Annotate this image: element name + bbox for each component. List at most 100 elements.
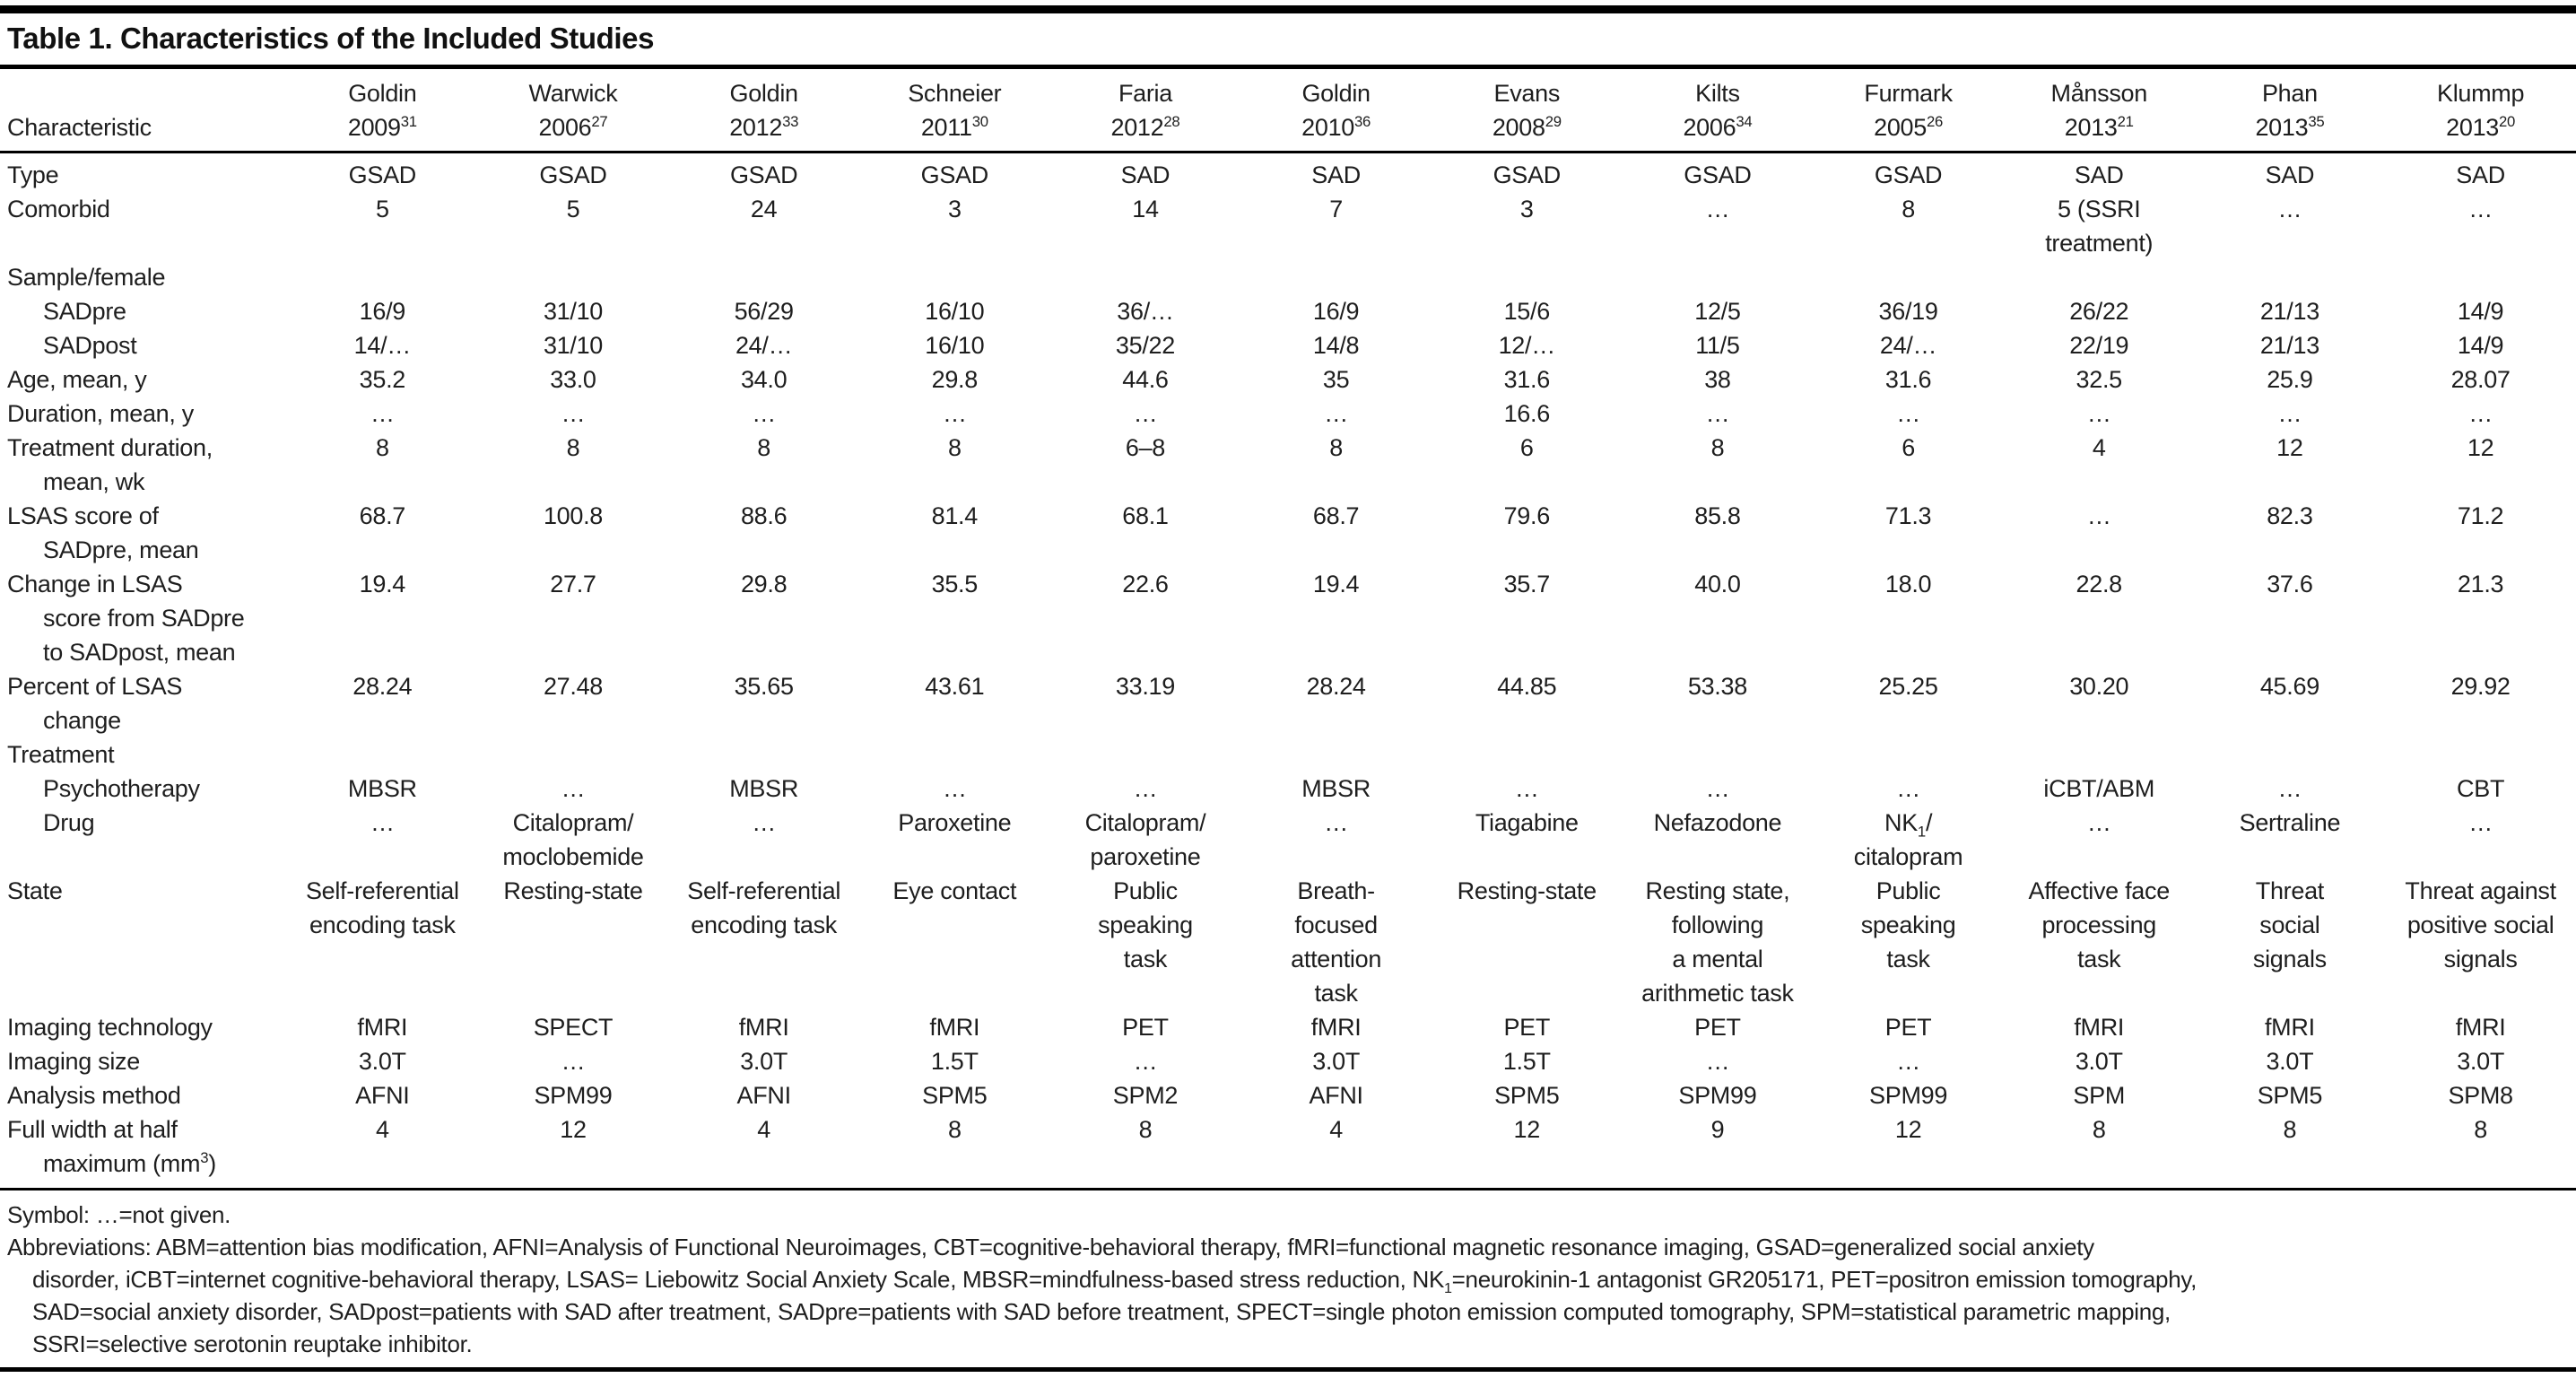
study-column-header: Evans 200829 — [1431, 69, 1623, 153]
row-label-line: mean, wk — [43, 468, 145, 495]
cell-line: 16/10 — [925, 332, 985, 359]
table-cell: fMRI — [859, 1010, 1050, 1044]
table-cell — [1813, 260, 2004, 294]
title-rule — [0, 65, 2576, 69]
cell-line: MBSR — [347, 775, 417, 802]
table-cell: 28.07 — [2385, 362, 2576, 397]
table-cell: 3.0T — [2385, 1044, 2576, 1078]
table-cell: fMRI — [287, 1010, 478, 1044]
row-label: State — [0, 874, 287, 1010]
study-reference-superscript: 28 — [1163, 113, 1180, 130]
table-row: Full width at half maximum (mm3) 4 12 4 8 8 4 12… — [0, 1112, 2576, 1190]
cell-line: … — [2468, 809, 2493, 836]
study-year-text: 2012 — [1110, 114, 1164, 141]
cell-line: 30.20 — [2069, 673, 2129, 700]
study-author: Goldin — [729, 80, 799, 107]
cell-line: fMRI — [738, 1014, 789, 1041]
study-column-header: Goldin 200931 — [287, 69, 478, 153]
cell-line: … — [2277, 775, 2302, 802]
cell-line: Affective face — [2028, 877, 2171, 904]
row-label-line: Type — [7, 161, 59, 188]
cell-line: 14/8 — [1312, 332, 1360, 359]
cell-line: … — [1896, 775, 1920, 802]
table-cell — [2004, 260, 2195, 294]
cell-line: 79.6 — [1503, 502, 1551, 529]
table-cell: 3.0T — [1240, 1044, 1432, 1078]
table-cell: 8 — [2004, 1112, 2195, 1190]
table-cell: 1.5T — [1432, 1044, 1623, 1078]
study-year: 201335 — [2195, 110, 2386, 144]
cell-line: fMRI — [2074, 1014, 2125, 1041]
table-cell — [1432, 737, 1623, 772]
cell-line: Nefazodone — [1653, 809, 1782, 836]
study-column-header: Klummp 201320 — [2385, 69, 2576, 153]
table-cell: 100.8 — [478, 499, 669, 567]
cell-line: MBSR — [1301, 775, 1371, 802]
row-label: Comorbid — [0, 192, 287, 260]
cell-line: SPM5 — [1494, 1082, 1560, 1109]
table-cell: … — [2385, 397, 2576, 431]
study-year-text: 2010 — [1301, 114, 1355, 141]
table-cell: … — [1050, 772, 1241, 806]
table-cell: 33.19 — [1050, 669, 1241, 737]
cell-line: encoding task — [691, 911, 837, 938]
table-cell: 8 — [2195, 1112, 2386, 1190]
table-cell: 22.8 — [2004, 567, 2195, 669]
cell-line: 25.25 — [1878, 673, 1938, 700]
study-year: 200931 — [287, 110, 478, 144]
table-cell: … — [2004, 806, 2195, 874]
cell-line: Public — [1875, 877, 1941, 904]
cell-line: 14/… — [353, 332, 412, 359]
cell-line: … — [1705, 196, 1730, 222]
table-cell: 4 — [668, 1112, 859, 1190]
study-year-text: 2011 — [920, 114, 972, 141]
cell-line: speaking — [1860, 911, 1956, 938]
cell-line: 12 — [1513, 1116, 1541, 1143]
cell-line: 5 (SSRI — [2058, 196, 2141, 222]
table-cell: Public speaking task — [1813, 874, 2004, 1010]
study-column-header: Warwick 200627 — [477, 69, 669, 153]
table-cell — [1240, 737, 1432, 772]
cell-line: fMRI — [2455, 1014, 2506, 1041]
cell-line: 29.8 — [931, 366, 979, 393]
table-cell — [1623, 737, 1814, 772]
table-cell: 7 — [1240, 192, 1432, 260]
subscript: 1 — [1444, 1280, 1452, 1297]
table-cell: 3 — [1432, 192, 1623, 260]
table-cell: 14/8 — [1240, 328, 1432, 362]
table-cell: 12 — [478, 1112, 669, 1190]
table-cell: 8 — [1240, 431, 1432, 499]
row-label-line: SADpre — [43, 298, 126, 325]
table-cell: … — [859, 772, 1050, 806]
table-cell: 25.9 — [2195, 362, 2386, 397]
cell-line: 8 — [1710, 434, 1725, 461]
cell-line: SPM99 — [534, 1082, 613, 1109]
table-cell: 27.48 — [478, 669, 669, 737]
cell-line: … — [561, 400, 586, 427]
table-cell: Resting-state — [1432, 874, 1623, 1010]
cell-line: 21/13 — [2259, 298, 2319, 325]
study-year-text: 2013 — [2255, 114, 2309, 141]
table-cell: 5 (SSRI treatment) — [2004, 192, 2195, 260]
table-cell: 29.92 — [2385, 669, 2576, 737]
table-cell: 56/29 — [668, 294, 859, 328]
cell-line: 31.6 — [1884, 366, 1932, 393]
cell-line: Threat against — [2405, 877, 2556, 904]
cell-line: SPM5 — [922, 1082, 988, 1109]
row-label: Type — [0, 153, 287, 193]
table-cell: 19.4 — [287, 567, 478, 669]
cell-line: task — [1886, 946, 1930, 972]
cell-line: 12 — [1894, 1116, 1922, 1143]
table-cell: Citalopram/paroxetine — [1050, 806, 1241, 874]
cell-line: SAD — [1311, 161, 1361, 188]
study-reference-superscript: 27 — [591, 113, 608, 130]
table-cell: SAD — [1050, 153, 1241, 193]
table-cell: SPM — [2004, 1078, 2195, 1112]
table-cell: … — [668, 397, 859, 431]
cell-line: 35 — [1322, 366, 1350, 393]
cell-line: SAD — [1120, 161, 1171, 188]
cell-line: a mental — [1672, 946, 1763, 972]
table-cell: 28.24 — [287, 669, 478, 737]
table-cell: 21/13 — [2195, 328, 2386, 362]
